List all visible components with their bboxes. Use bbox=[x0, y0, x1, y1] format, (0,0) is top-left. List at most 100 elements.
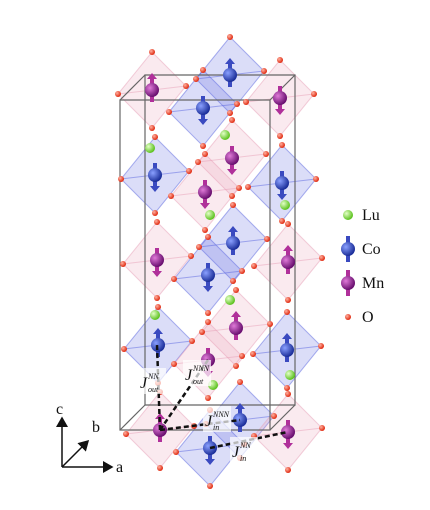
oxygen-atom bbox=[196, 244, 202, 250]
oxygen-atom bbox=[251, 263, 257, 269]
oxygen-atom bbox=[123, 431, 129, 437]
oxygen-atom bbox=[227, 110, 233, 116]
oxygen-atom bbox=[279, 218, 285, 224]
oxygen-atom bbox=[171, 276, 177, 282]
coupling-sub: out bbox=[148, 385, 159, 394]
axis-b: b bbox=[92, 419, 100, 436]
oxygen-atom bbox=[149, 125, 155, 131]
oxygen-atom bbox=[200, 143, 206, 149]
oxygen-atom bbox=[120, 261, 126, 267]
oxygen-atom bbox=[236, 185, 242, 191]
oxygen-atom bbox=[166, 109, 172, 115]
legend-symbol bbox=[341, 276, 355, 290]
oxygen-atom bbox=[264, 236, 270, 242]
oxygen-atom bbox=[154, 219, 160, 225]
coupling-sub: out bbox=[193, 377, 204, 386]
oxygen-atom bbox=[284, 385, 290, 391]
mn-atom bbox=[150, 253, 164, 267]
oxygen-atom bbox=[239, 353, 245, 359]
oxygen-atom bbox=[168, 193, 174, 199]
oxygen-atom bbox=[319, 425, 325, 431]
co-atom bbox=[196, 101, 210, 115]
legend-symbol bbox=[341, 242, 355, 256]
oxygen-atom bbox=[205, 310, 211, 316]
oxygen-atom bbox=[229, 117, 235, 123]
oxygen-atom bbox=[277, 133, 283, 139]
oxygen-atom bbox=[230, 202, 236, 208]
oxygen-atom bbox=[250, 351, 256, 357]
lu-atom bbox=[205, 210, 215, 220]
legend-label: Co bbox=[362, 241, 381, 258]
legend: Lu Co Mn O bbox=[341, 207, 384, 326]
oxygen-atom bbox=[154, 295, 160, 301]
mn-atom bbox=[198, 185, 212, 199]
oxygen-atom bbox=[199, 329, 205, 335]
coupling-symbol: J bbox=[140, 375, 148, 392]
axis-c: c bbox=[56, 401, 63, 418]
coupling-symbol: J bbox=[185, 367, 193, 384]
legend-label: Lu bbox=[362, 207, 380, 224]
oxygen-atom bbox=[285, 467, 291, 473]
lu-atom bbox=[285, 370, 295, 380]
crystal-structure: JNNoutJNNNoutJNNNinJNNin LuCoMnO c a b bbox=[0, 0, 430, 510]
oxygen-atom bbox=[311, 91, 317, 97]
legend-label: O bbox=[362, 309, 374, 326]
oxygen-atom bbox=[202, 151, 208, 157]
oxygen-atom bbox=[118, 176, 124, 182]
co-atom bbox=[280, 343, 294, 357]
oxygen-atom bbox=[193, 76, 199, 82]
oxygen-atom bbox=[285, 391, 291, 397]
coupling-sub: in bbox=[240, 454, 246, 463]
legend-symbol bbox=[345, 314, 351, 320]
oxygen-atom bbox=[233, 287, 239, 293]
oxygen-atom bbox=[318, 343, 324, 349]
coupling-sup: NN bbox=[239, 441, 251, 450]
oxygen-atom bbox=[261, 68, 267, 74]
oxygen-atom bbox=[230, 278, 236, 284]
oxygen-atom bbox=[239, 268, 245, 274]
legend-label: Mn bbox=[362, 275, 384, 292]
oxygen-atom bbox=[245, 184, 251, 190]
mn-atom bbox=[281, 255, 295, 269]
coupling-sup: NNN bbox=[192, 364, 210, 373]
oxygen-atom bbox=[271, 413, 277, 419]
mn-atom bbox=[229, 321, 243, 335]
oxygen-atom bbox=[155, 304, 161, 310]
oxygen-atom bbox=[152, 210, 158, 216]
coupling-sub: in bbox=[213, 423, 219, 432]
mn-atom bbox=[273, 91, 287, 105]
coupling-symbol: J bbox=[205, 413, 213, 430]
coupling-sup: NN bbox=[147, 372, 159, 381]
oxygen-atom bbox=[121, 346, 127, 352]
mn-atom bbox=[145, 83, 159, 97]
axis-a: a bbox=[116, 459, 123, 476]
oxygen-atom bbox=[207, 483, 213, 489]
oxygen-atom bbox=[229, 193, 235, 199]
co-atom bbox=[148, 168, 162, 182]
axes bbox=[62, 418, 112, 467]
oxygen-atom bbox=[205, 319, 211, 325]
oxygen-atom bbox=[173, 449, 179, 455]
coupling-symbol: J bbox=[232, 444, 240, 461]
oxygen-atom bbox=[149, 49, 155, 55]
co-atom bbox=[275, 176, 289, 190]
oxygen-atom bbox=[205, 234, 211, 240]
co-atom bbox=[201, 268, 215, 282]
oxygen-atom bbox=[183, 83, 189, 89]
oxygen-atom bbox=[186, 168, 192, 174]
lu-atom bbox=[220, 130, 230, 140]
oxygen-atom bbox=[195, 159, 201, 165]
oxygen-atom bbox=[319, 255, 325, 261]
oxygen-atom bbox=[227, 34, 233, 40]
oxygen-atom bbox=[189, 338, 195, 344]
lu-atom bbox=[280, 200, 290, 210]
oxygen-atom bbox=[285, 221, 291, 227]
oxygen-atom bbox=[234, 101, 240, 107]
oxygen-atom bbox=[263, 151, 269, 157]
oxygen-atom bbox=[267, 321, 273, 327]
oxygen-atom bbox=[202, 227, 208, 233]
oxygen-atom bbox=[285, 297, 291, 303]
lu-atom bbox=[225, 295, 235, 305]
oxygen-atom bbox=[205, 395, 211, 401]
oxygen-atom bbox=[152, 134, 158, 140]
